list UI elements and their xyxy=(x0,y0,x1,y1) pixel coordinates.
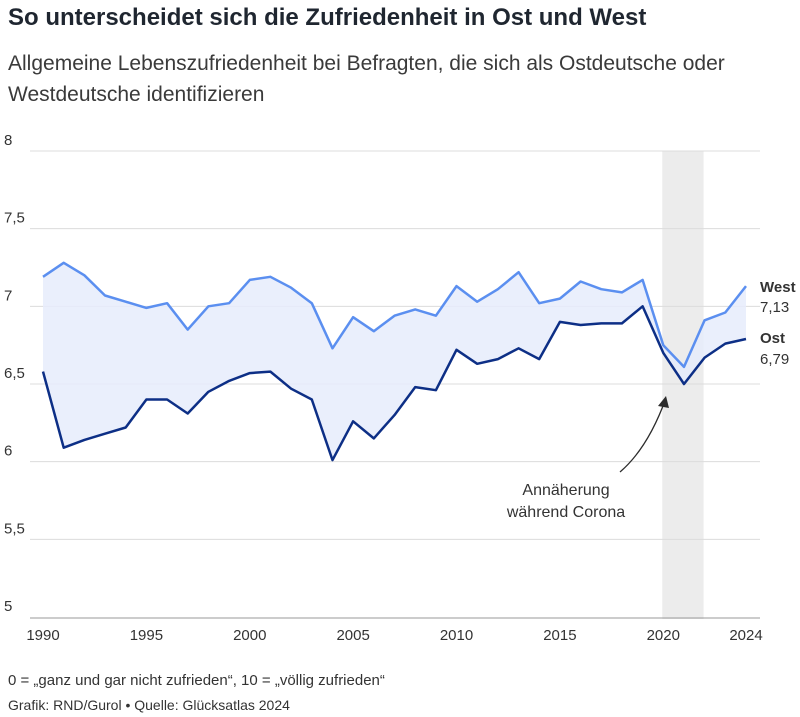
x-tick-label: 2015 xyxy=(543,627,576,644)
x-tick-label: 2010 xyxy=(440,627,473,644)
source-credit: Grafik: RND/Gurol • Quelle: Glücksatlas … xyxy=(8,697,290,713)
y-tick-label: 7,5 xyxy=(4,210,25,227)
scale-note: 0 = „ganz und gar nicht zufrieden“, 10 =… xyxy=(8,672,385,689)
y-tick-label: 7 xyxy=(4,287,12,304)
series-value-west: 7,13 xyxy=(760,299,789,316)
corona-highlight-rect xyxy=(662,151,704,619)
annotation-arrow xyxy=(619,397,667,473)
y-axis: 5 5,5 6 6,5 7 7,5 8 xyxy=(4,132,25,615)
chart-subtitle: Allgemeine Lebenszufriedenheit bei Befra… xyxy=(8,52,725,106)
series-value-ost: 6,79 xyxy=(760,351,789,368)
chart-title: So unterscheidet sich die Zufriedenheit … xyxy=(8,4,647,31)
x-tick-label: 1995 xyxy=(130,627,163,644)
y-tick-label: 8 xyxy=(4,132,12,149)
annotation-text-line: während Corona xyxy=(506,504,625,521)
gap-band xyxy=(43,262,746,461)
y-tick-label: 6,5 xyxy=(4,365,25,382)
series-lines xyxy=(41,261,747,462)
series-name-west: West xyxy=(760,279,796,296)
x-tick-label: 2024 xyxy=(729,627,762,644)
annotation: Annäherung während Corona xyxy=(506,396,669,521)
gap-band-area xyxy=(43,262,746,461)
y-tick-label: 5 xyxy=(4,598,12,615)
series-end-labels: West 7,13 Ost 6,79 xyxy=(760,279,796,368)
x-tick-label: 1990 xyxy=(26,627,59,644)
x-tick-label: 2005 xyxy=(336,627,369,644)
series-line-ost xyxy=(41,305,747,462)
x-axis: 1990 1995 2000 2005 2010 2015 2020 2024 xyxy=(26,627,762,644)
annotation-arrowhead xyxy=(658,396,669,408)
y-tick-label: 5,5 xyxy=(4,520,25,537)
x-tick-label: 2000 xyxy=(233,627,266,644)
series-name-ost: Ost xyxy=(760,330,785,347)
annotation-text-line: Annäherung xyxy=(522,482,609,499)
series-line-west xyxy=(42,261,747,369)
y-tick-label: 6 xyxy=(4,443,12,460)
x-tick-label: 2020 xyxy=(647,627,680,644)
corona-highlight xyxy=(662,151,704,619)
